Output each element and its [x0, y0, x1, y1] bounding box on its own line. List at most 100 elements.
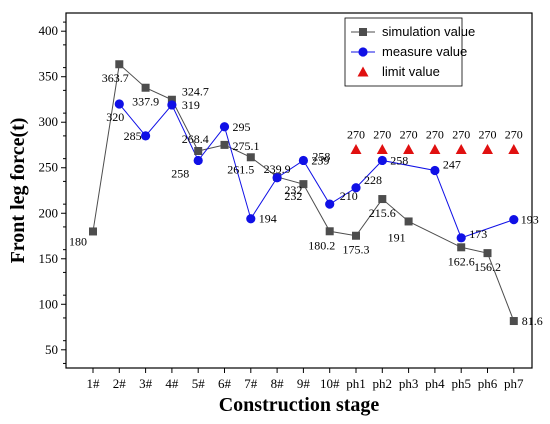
simulation-point [115, 60, 124, 69]
measure-point [272, 173, 282, 183]
measure-data-label: 320 [106, 110, 124, 124]
measure-data-label: 228 [364, 173, 382, 187]
limit-data-label: 270 [426, 128, 444, 142]
measure-data-label: 295 [233, 120, 251, 134]
measure-data-label: 193 [521, 213, 539, 227]
limit-data-label: 270 [400, 128, 418, 142]
measure-data-label: 258 [171, 166, 189, 180]
legend-square-marker [359, 28, 367, 36]
limit-point [350, 144, 362, 155]
simulation-point [89, 227, 97, 236]
x-tick-label: 4# [165, 376, 179, 391]
legend-triangle-marker [357, 66, 369, 77]
simulation-data-label: 275.1 [233, 139, 260, 153]
simulation-data-label: 180 [69, 234, 87, 248]
simulation-point [246, 153, 255, 162]
y-tick-label: 350 [39, 69, 59, 84]
legend-label: simulation value [382, 24, 475, 39]
measure-point [351, 183, 361, 193]
plot-frame [65, 12, 533, 369]
limit-data-label: 270 [347, 128, 365, 142]
simulation-data-label: 191 [388, 230, 406, 244]
measure-point [246, 214, 256, 224]
simulation-data-label: 324.7 [182, 85, 209, 99]
legend-circle-marker [358, 47, 368, 57]
measure-point [114, 99, 124, 109]
limit-point [429, 144, 441, 155]
limit-data-label: 270 [505, 128, 523, 142]
y-tick-label: 100 [39, 296, 59, 311]
x-tick-label: 7# [244, 376, 258, 391]
x-tick-label: ph7 [504, 376, 524, 391]
limit-point [403, 144, 415, 155]
measure-point [377, 155, 387, 166]
x-tick-label: 1# [87, 376, 101, 391]
legend-label: limit value [382, 64, 440, 79]
x-tick-label: ph4 [425, 376, 445, 391]
x-tick-label: ph5 [451, 376, 471, 391]
simulation-point [194, 146, 203, 155]
legend: simulation value measure value limit value [344, 17, 475, 87]
simulation-data-label: 261.5 [227, 162, 254, 176]
x-tick-label: 3# [139, 376, 153, 391]
x-tick-label: ph3 [399, 376, 419, 391]
measure-data-label: 319 [182, 98, 200, 112]
y-tick-label: 50 [45, 342, 58, 357]
x-tick-label: 5# [192, 376, 206, 391]
simulation-point [325, 227, 334, 236]
x-tick-label: ph6 [478, 376, 498, 391]
measure-point [193, 155, 203, 166]
simulation-point [404, 217, 413, 226]
measure-point [456, 233, 466, 243]
legend-label: measure value [382, 44, 467, 59]
measure-point [141, 131, 151, 141]
x-axis-title: Construction stage [219, 394, 380, 416]
extra-data-label: 239 [311, 153, 329, 167]
simulation-point [220, 140, 229, 149]
series-group [89, 60, 520, 326]
limit-data-label: 270 [373, 128, 391, 142]
measure-data-label: 194 [259, 212, 277, 226]
simulation-data-label: 239.9 [264, 162, 291, 176]
x-tick-label: 8# [271, 376, 285, 391]
measure-point [167, 100, 177, 110]
simulation-line [92, 63, 515, 322]
axes [65, 12, 533, 369]
measure-point [298, 155, 308, 166]
limit-point [508, 144, 520, 155]
x-ticks: 1# 2# 3# 4# 5# 6# 7# 8# 9# 10# ph1 ph2 ph3 ph4 ph5 ph6 p… [87, 368, 524, 391]
y-ticks: 50 100 150 200 250 300 350 400 [39, 21, 66, 364]
simulation-data-label: 81.6 [522, 314, 543, 328]
simulation-data-label: 268.4 [182, 132, 209, 146]
measure-point [509, 215, 519, 225]
simulation-data-label: 180.2 [308, 238, 335, 252]
measure-point [430, 165, 440, 176]
simulation-data-label: 162.6 [448, 254, 475, 268]
limit-point [482, 144, 493, 155]
x-tick-label: 2# [113, 376, 127, 391]
simulation-data-label: 215.6 [369, 206, 396, 220]
x-tick-label: ph1 [346, 376, 366, 391]
extra-data-label: 232 [284, 183, 302, 197]
extra-data-label: 285 [124, 129, 142, 143]
measure-point [219, 122, 230, 132]
simulation-point [457, 243, 466, 252]
measure-line [118, 103, 514, 239]
simulation-data-label: 337.9 [132, 95, 159, 109]
simulation-data-label: 175.3 [343, 243, 370, 257]
x-tick-label: ph2 [373, 376, 393, 391]
y-tick-label: 300 [39, 114, 59, 129]
simulation-point [483, 249, 492, 258]
measure-data-label: 247 [443, 157, 461, 171]
y-tick-label: 200 [39, 205, 59, 220]
y-axis-title: Front leg force(t) [7, 118, 29, 264]
x-tick-label: 10# [320, 376, 340, 391]
x-tick-label: 9# [297, 376, 311, 391]
y-tick-label: 400 [39, 23, 59, 38]
limit-point [376, 144, 388, 155]
y-tick-label: 150 [39, 251, 59, 266]
simulation-data-label: 232 [284, 189, 302, 203]
limit-data-label: 270 [452, 128, 470, 142]
